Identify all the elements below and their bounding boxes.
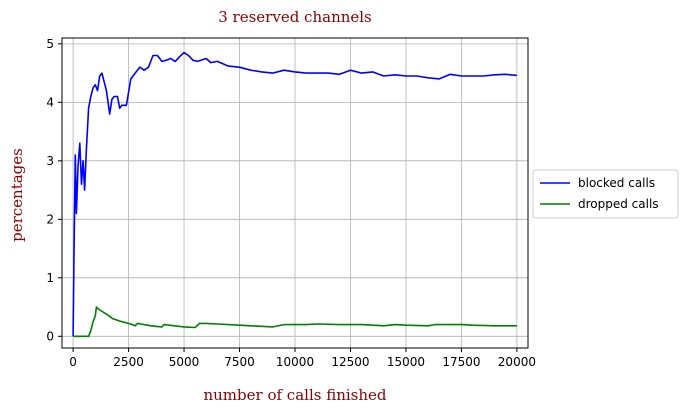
y-tick-label: 4 — [46, 95, 54, 109]
y-tick-label: 0 — [46, 329, 54, 343]
legend-frame — [532, 169, 679, 219]
chart-title: 3 reserved channels — [218, 8, 372, 26]
x-tick-label: 7500 — [224, 355, 255, 369]
series-line-blocked-calls — [72, 51, 517, 337]
x-axis-label: number of calls finished — [203, 386, 386, 404]
y-axis-label: percentages — [8, 148, 26, 242]
x-tick-label: 0 — [69, 355, 77, 369]
x-axis-ticks: 0 2500 5000 7500 10000 12500 15000 17500 20000 — [69, 348, 536, 369]
x-tick-label: 17500 — [442, 355, 480, 369]
y-tick-label: 5 — [46, 37, 54, 51]
y-axis-ticks: 0 1 2 3 4 5 — [46, 37, 62, 343]
legend: blocked calls dropped calls — [532, 169, 679, 219]
x-tick-label: 10000 — [276, 355, 314, 369]
x-tick-label: 12500 — [331, 355, 369, 369]
legend-label-blocked: blocked calls — [578, 176, 655, 190]
y-tick-label: 1 — [46, 271, 54, 285]
x-tick-label: 5000 — [169, 355, 200, 369]
series-layer — [72, 51, 517, 338]
x-tick-label: 15000 — [387, 355, 425, 369]
x-tick-label: 2500 — [113, 355, 144, 369]
grid-lines — [62, 38, 528, 348]
y-tick-label: 2 — [46, 212, 54, 226]
x-tick-label: 20000 — [498, 355, 536, 369]
series-line-dropped-calls — [73, 306, 517, 338]
legend-label-dropped: dropped calls — [578, 197, 659, 211]
y-tick-label: 3 — [46, 154, 54, 168]
